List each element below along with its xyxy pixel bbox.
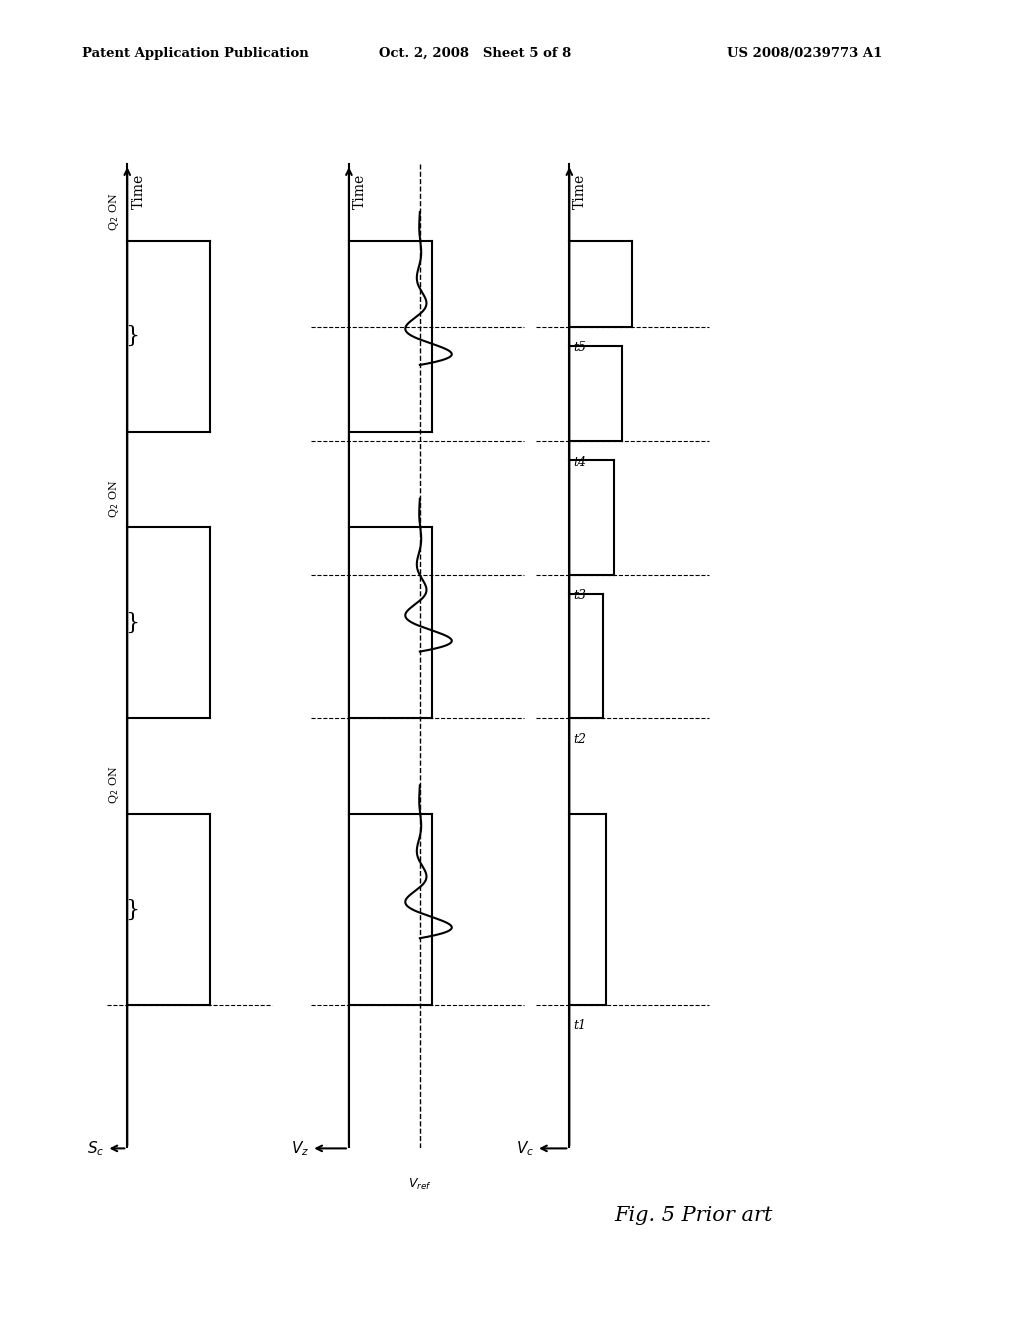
Text: t3: t3 — [573, 590, 586, 602]
Text: $V_{ref}$: $V_{ref}$ — [408, 1177, 432, 1192]
Text: $V_z$: $V_z$ — [291, 1139, 309, 1158]
Text: }: } — [126, 325, 139, 347]
Text: t5: t5 — [573, 341, 586, 354]
Text: Q$_2$ ON: Q$_2$ ON — [106, 479, 121, 517]
Text: }: } — [126, 612, 139, 634]
Text: Time: Time — [131, 174, 145, 209]
Text: $V_c$: $V_c$ — [516, 1139, 534, 1158]
Text: t1: t1 — [573, 1019, 586, 1032]
Text: Q$_2$ ON: Q$_2$ ON — [106, 193, 121, 231]
Text: t2: t2 — [573, 733, 586, 746]
Text: Time: Time — [573, 174, 587, 209]
Text: Time: Time — [353, 174, 367, 209]
Text: Oct. 2, 2008   Sheet 5 of 8: Oct. 2, 2008 Sheet 5 of 8 — [379, 46, 571, 59]
Text: US 2008/0239773 A1: US 2008/0239773 A1 — [727, 46, 883, 59]
Text: $S_c$: $S_c$ — [87, 1139, 104, 1158]
Text: Patent Application Publication: Patent Application Publication — [82, 46, 308, 59]
Text: Fig. 5 Prior art: Fig. 5 Prior art — [614, 1206, 773, 1225]
Text: Q$_2$ ON: Q$_2$ ON — [106, 766, 121, 804]
Text: t4: t4 — [573, 455, 586, 469]
Text: }: } — [126, 899, 139, 920]
